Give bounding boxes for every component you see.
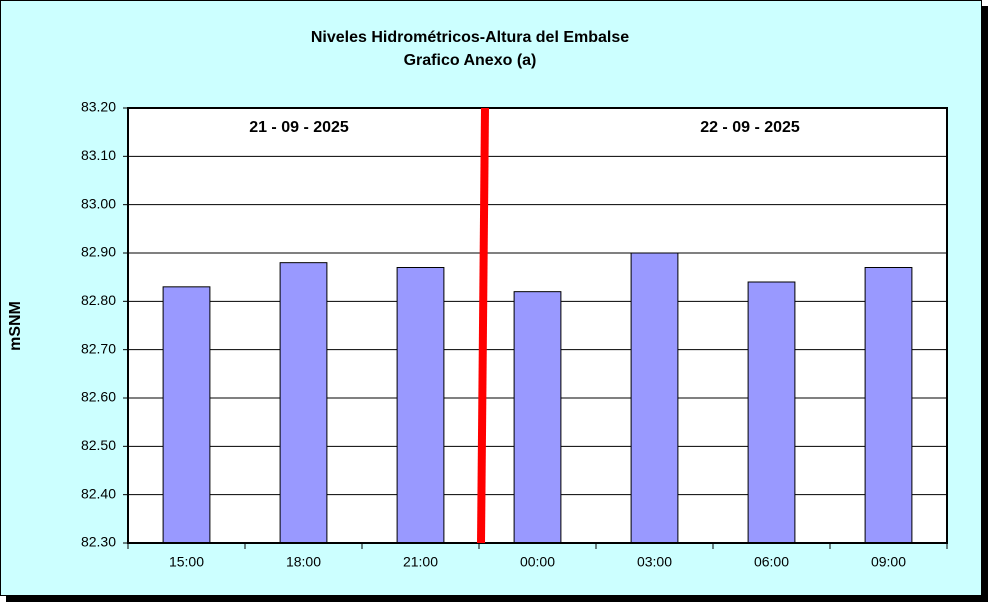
y-tick-label: 82.80	[81, 292, 116, 308]
bar	[630, 252, 679, 544]
day-separator	[477, 107, 489, 544]
y-tick-label: 82.60	[81, 389, 116, 405]
x-tick-label: 09:00	[871, 554, 906, 570]
y-tick-label: 82.30	[81, 534, 116, 550]
bar	[279, 262, 328, 544]
y-axis-label: mSNM	[7, 301, 24, 351]
y-tick-label: 82.50	[81, 437, 116, 453]
annotation: 22 - 09 - 2025	[700, 119, 800, 136]
y-tick-label: 82.70	[81, 340, 116, 356]
bar	[864, 267, 913, 544]
x-tick-label: 15:00	[169, 554, 204, 570]
x-tick-label: 21:00	[403, 554, 438, 570]
y-tick-label: 83.20	[81, 99, 116, 115]
x-tick-label: 00:00	[520, 554, 555, 570]
chart-title: Niveles Hidrométricos-Altura del Embalse	[311, 29, 629, 46]
y-tick-label: 82.90	[81, 244, 116, 260]
x-tick-label: 03:00	[637, 554, 672, 570]
y-tick-label: 82.40	[81, 485, 116, 501]
bar	[396, 267, 445, 544]
x-tick-label: 18:00	[286, 554, 321, 570]
bar	[162, 286, 211, 544]
x-tick-label: 06:00	[754, 554, 789, 570]
bar	[747, 281, 796, 544]
y-tick-label: 83.00	[81, 195, 116, 211]
annotation: 21 - 09 - 2025	[249, 119, 349, 136]
chart-subtitle: Grafico Anexo (a)	[404, 52, 537, 69]
bar	[513, 291, 562, 544]
y-tick-label: 83.10	[81, 147, 116, 163]
plot-border	[127, 107, 948, 544]
